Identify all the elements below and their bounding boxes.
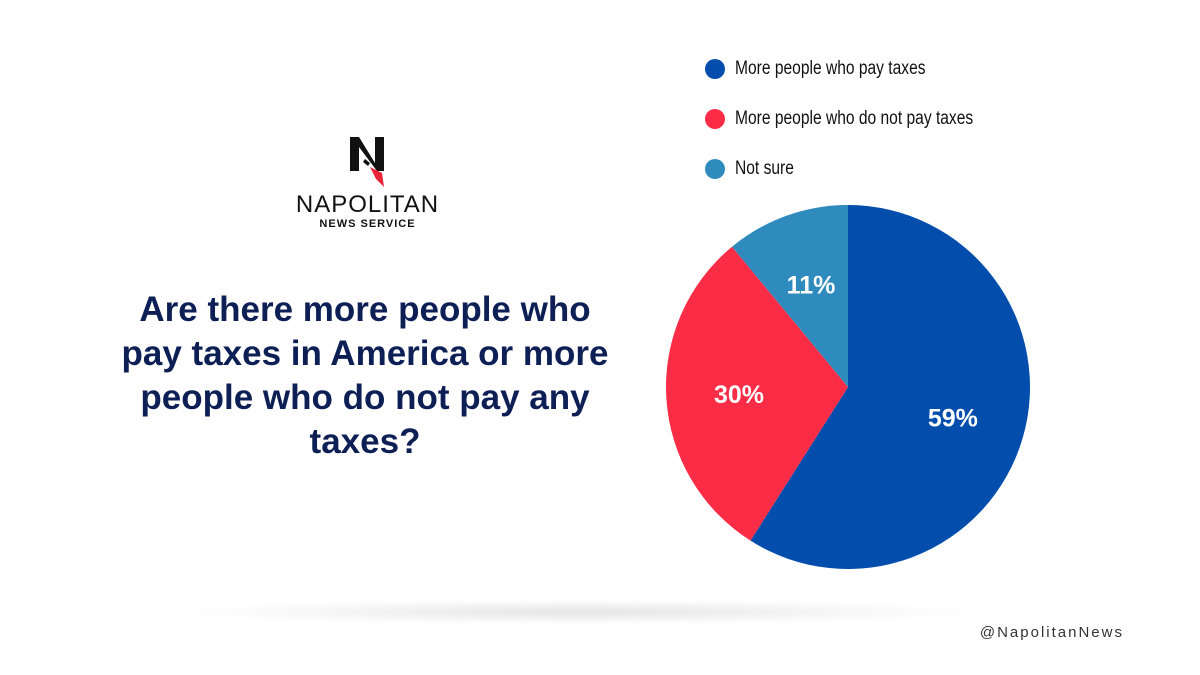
chart-card: NAPOLITAN NEWS SERVICE Are there more pe…: [121, 55, 1125, 580]
pie-chart: 59% 30% 11%: [660, 200, 1040, 580]
legend-swatch: [705, 159, 725, 179]
social-handle: @NapolitanNews: [979, 624, 1124, 641]
slice-label-pay-taxes: 59%: [928, 404, 978, 432]
logo-subtitle: NEWS SERVICE: [319, 218, 416, 230]
chart-legend: More people who pay taxes More people wh…: [705, 55, 1125, 205]
slice-label-not-sure: 11%: [787, 271, 836, 299]
legend-label: More people who do not pay taxes: [735, 108, 974, 129]
pie-chart-svg: 59% 30% 11%: [666, 205, 1030, 569]
napolitan-n-icon: [349, 137, 384, 187]
slice-label-not-pay-taxes: 30%: [714, 381, 764, 409]
legend-item-pay-taxes: More people who pay taxes: [705, 55, 1125, 83]
pie-slice-not-sure: [731, 205, 848, 387]
napolitan-logo: NAPOLITAN NEWS SERVICE: [285, 135, 450, 240]
legend-swatch: [705, 109, 725, 129]
pie-slice-pay-taxes: [750, 205, 1030, 569]
legend-label: More people who pay taxes: [735, 58, 926, 79]
card-shadow: [200, 600, 960, 624]
pie-slice-not-pay-taxes: [666, 246, 848, 541]
legend-item-not-pay-taxes: More people who do not pay taxes: [705, 105, 1125, 133]
logo-name: NAPOLITAN: [295, 191, 440, 218]
poll-question: Are there more people who pay taxes in A…: [121, 290, 609, 461]
legend-swatch: [705, 59, 725, 79]
legend-item-not-sure: Not sure: [705, 155, 1125, 183]
legend-label: Not sure: [735, 158, 794, 179]
